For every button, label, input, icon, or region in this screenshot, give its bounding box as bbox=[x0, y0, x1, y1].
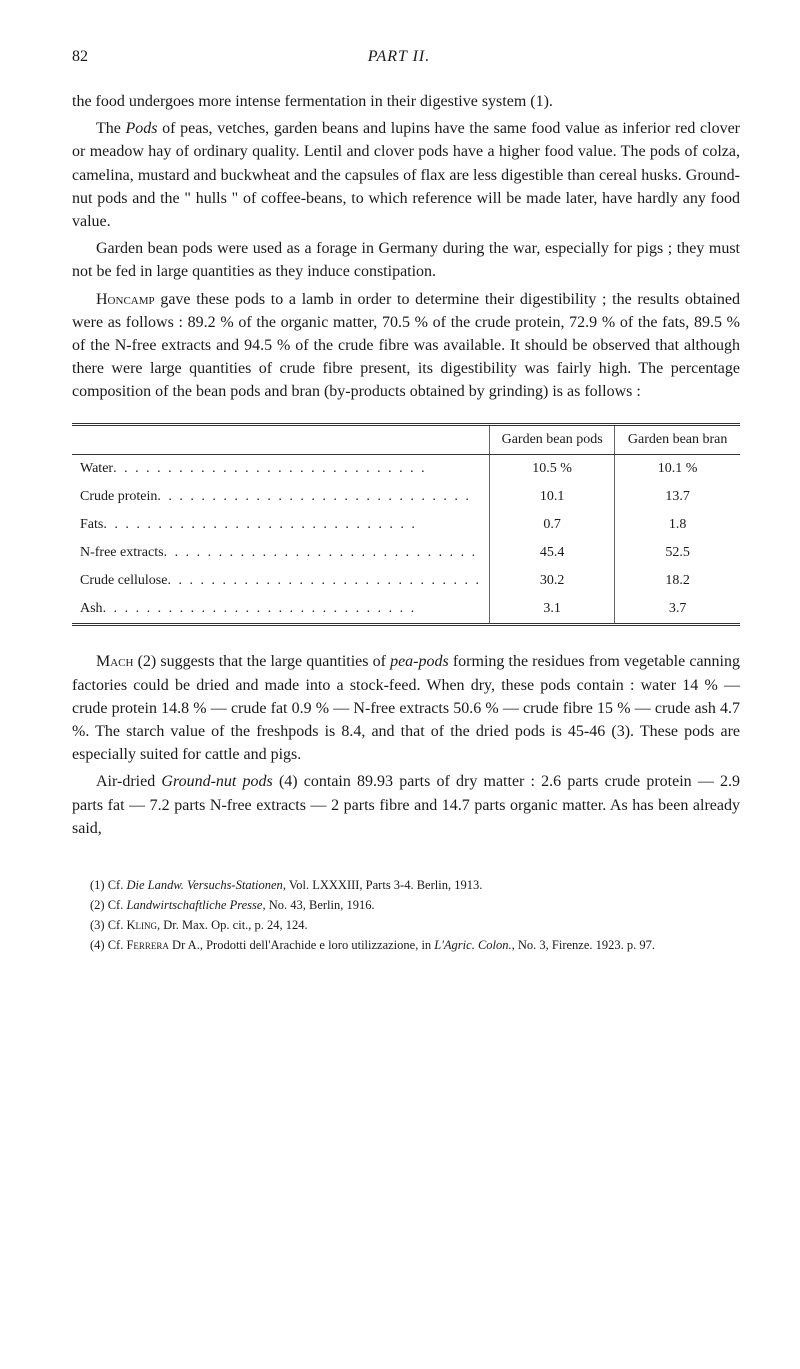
part-title: PART II. bbox=[88, 48, 710, 66]
row-label-text: N-free extracts bbox=[80, 545, 164, 561]
row-label-cell: Fats bbox=[72, 511, 489, 539]
row-val-1: 10.5 % bbox=[489, 455, 614, 484]
dots-leader bbox=[167, 573, 481, 589]
p2-rest: of peas, vetches, garden beans and lupin… bbox=[72, 120, 740, 230]
row-val-1: 45.4 bbox=[489, 539, 614, 567]
footnote-1: (1) Cf. Die Landw. Versuchs-Stationen, V… bbox=[72, 876, 740, 894]
paragraph-1: the food undergoes more intense fermenta… bbox=[72, 90, 740, 113]
row-val-2: 52.5 bbox=[615, 539, 740, 567]
table-row: Crude cellulose 30.2 18.2 bbox=[72, 567, 740, 595]
f2-rest: , No. 43, Berlin, 1916. bbox=[262, 898, 374, 912]
row-label-text: Crude protein bbox=[80, 489, 157, 505]
f2-it: Landwirtschaftliche Presse bbox=[126, 898, 262, 912]
footnote-2: (2) Cf. Landwirtschaftliche Presse, No. … bbox=[72, 896, 740, 914]
p6-pre: Air-dried bbox=[96, 773, 161, 790]
table-row: Water 10.5 % 10.1 % bbox=[72, 455, 740, 484]
p2-pre: The bbox=[96, 120, 126, 137]
table-row: Ash 3.1 3.7 bbox=[72, 595, 740, 625]
p5-num: (2) suggests that the large quantities o… bbox=[133, 653, 390, 670]
th-empty bbox=[72, 425, 489, 455]
f4-sc: Ferrera bbox=[126, 938, 168, 952]
p4-name: Honcamp bbox=[96, 291, 155, 308]
p5-name: Mach bbox=[96, 653, 133, 670]
th-col1: Garden bean pods bbox=[489, 425, 614, 455]
row-label-cell: Crude cellulose bbox=[72, 567, 489, 595]
row-val-2: 10.1 % bbox=[615, 455, 740, 484]
page-header: 82 PART II. bbox=[72, 48, 740, 66]
row-label-text: Fats bbox=[80, 517, 103, 533]
paragraph-6: Air-dried Ground-nut pods (4) contain 89… bbox=[72, 770, 740, 840]
composition-table: Garden bean pods Garden bean bran Water … bbox=[72, 423, 740, 626]
f3-rest: , Dr. Max. Op. cit., p. 24, 124. bbox=[157, 918, 308, 932]
row-label-cell: Ash bbox=[72, 595, 489, 625]
row-val-2: 18.2 bbox=[615, 567, 740, 595]
row-val-1: 3.1 bbox=[489, 595, 614, 625]
f4-mid: Dr A., Prodotti dell'Arachide e loro uti… bbox=[169, 938, 434, 952]
f1-it: Die Landw. Versuchs-Stationen bbox=[126, 878, 282, 892]
paragraph-5: Mach (2) suggests that the large quantit… bbox=[72, 650, 740, 766]
p3-text: Garden bean pods were used as a forage i… bbox=[72, 240, 740, 280]
dots-leader bbox=[164, 545, 481, 561]
p6-it: Ground-nut pods bbox=[161, 773, 272, 790]
f2-pre: (2) Cf. bbox=[90, 898, 126, 912]
p4-rest: gave these pods to a lamb in order to de… bbox=[72, 291, 740, 401]
p5-it: pea-pods bbox=[390, 653, 449, 670]
table-row: Fats 0.7 1.8 bbox=[72, 511, 740, 539]
paragraph-1-text: the food undergoes more intense fermenta… bbox=[72, 93, 553, 110]
footnotes-block: (1) Cf. Die Landw. Versuchs-Stationen, V… bbox=[72, 876, 740, 955]
f3-sc: Kling bbox=[126, 918, 157, 932]
row-val-2: 13.7 bbox=[615, 483, 740, 511]
page-number: 82 bbox=[72, 48, 88, 66]
row-label-cell: N-free extracts bbox=[72, 539, 489, 567]
th-col2: Garden bean bran bbox=[615, 425, 740, 455]
row-val-1: 30.2 bbox=[489, 567, 614, 595]
page-container: 82 PART II. the food undergoes more inte… bbox=[0, 0, 800, 996]
row-val-2: 3.7 bbox=[615, 595, 740, 625]
row-val-2: 1.8 bbox=[615, 511, 740, 539]
dots-leader bbox=[103, 517, 481, 533]
paragraph-3: Garden bean pods were used as a forage i… bbox=[72, 237, 740, 283]
row-val-1: 0.7 bbox=[489, 511, 614, 539]
footnote-3: (3) Cf. Kling, Dr. Max. Op. cit., p. 24,… bbox=[72, 916, 740, 934]
f4-it: L'Agric. Colon. bbox=[434, 938, 511, 952]
table-row: Crude protein 10.1 13.7 bbox=[72, 483, 740, 511]
p2-pods: Pods bbox=[126, 120, 158, 137]
paragraph-2: The Pods of peas, vetches, garden beans … bbox=[72, 117, 740, 233]
dots-leader bbox=[157, 489, 481, 505]
row-label-text: Crude cellulose bbox=[80, 573, 167, 589]
row-val-1: 10.1 bbox=[489, 483, 614, 511]
row-label-cell: Crude protein bbox=[72, 483, 489, 511]
paragraph-4: Honcamp gave these pods to a lamb in ord… bbox=[72, 288, 740, 404]
f1-pre: (1) Cf. bbox=[90, 878, 126, 892]
dots-leader bbox=[103, 601, 481, 617]
footnote-4: (4) Cf. Ferrera Dr A., Prodotti dell'Ara… bbox=[72, 936, 740, 954]
f1-rest: , Vol. LXXXIII, Parts 3-4. Berlin, 1913. bbox=[283, 878, 483, 892]
row-label-cell: Water bbox=[72, 455, 489, 484]
row-label-text: Water bbox=[80, 461, 113, 477]
f4-rest: , No. 3, Firenze. 1923. p. 97. bbox=[512, 938, 655, 952]
table-row: N-free extracts 45.4 52.5 bbox=[72, 539, 740, 567]
f4-pre: (4) Cf. bbox=[90, 938, 126, 952]
row-label-text: Ash bbox=[80, 601, 103, 617]
dots-leader bbox=[113, 461, 481, 477]
f3-pre: (3) Cf. bbox=[90, 918, 126, 932]
